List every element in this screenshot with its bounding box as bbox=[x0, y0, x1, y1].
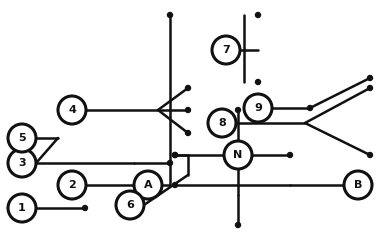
Circle shape bbox=[173, 152, 177, 157]
Text: A: A bbox=[144, 180, 152, 190]
Circle shape bbox=[185, 108, 191, 113]
Circle shape bbox=[367, 85, 372, 90]
Text: 2: 2 bbox=[68, 180, 76, 190]
Circle shape bbox=[134, 171, 162, 199]
Text: 3: 3 bbox=[18, 158, 26, 168]
Circle shape bbox=[244, 94, 272, 122]
Circle shape bbox=[58, 171, 86, 199]
Text: N: N bbox=[233, 150, 242, 160]
Circle shape bbox=[8, 149, 36, 177]
Text: 4: 4 bbox=[68, 105, 76, 115]
Text: 8: 8 bbox=[218, 118, 226, 128]
Circle shape bbox=[212, 36, 240, 64]
Text: 6: 6 bbox=[126, 200, 134, 210]
Circle shape bbox=[288, 152, 293, 157]
Circle shape bbox=[28, 168, 33, 173]
Circle shape bbox=[83, 205, 88, 210]
Text: 5: 5 bbox=[18, 133, 26, 143]
Circle shape bbox=[256, 79, 260, 84]
Circle shape bbox=[224, 141, 252, 169]
Circle shape bbox=[8, 194, 36, 222]
Text: B: B bbox=[354, 180, 362, 190]
Circle shape bbox=[8, 124, 36, 152]
Text: 9: 9 bbox=[254, 103, 262, 113]
Circle shape bbox=[58, 96, 86, 124]
Circle shape bbox=[344, 171, 372, 199]
Text: 7: 7 bbox=[222, 45, 230, 55]
Circle shape bbox=[236, 222, 241, 228]
Circle shape bbox=[168, 12, 173, 18]
Circle shape bbox=[168, 161, 173, 166]
Circle shape bbox=[256, 12, 260, 18]
Circle shape bbox=[185, 131, 191, 136]
Circle shape bbox=[116, 191, 144, 219]
Circle shape bbox=[367, 152, 372, 157]
Text: 1: 1 bbox=[18, 203, 26, 213]
Circle shape bbox=[173, 152, 177, 157]
Circle shape bbox=[173, 182, 177, 187]
Circle shape bbox=[236, 108, 241, 113]
Circle shape bbox=[185, 85, 191, 90]
Circle shape bbox=[367, 76, 372, 80]
Circle shape bbox=[208, 109, 236, 137]
Circle shape bbox=[308, 106, 312, 110]
